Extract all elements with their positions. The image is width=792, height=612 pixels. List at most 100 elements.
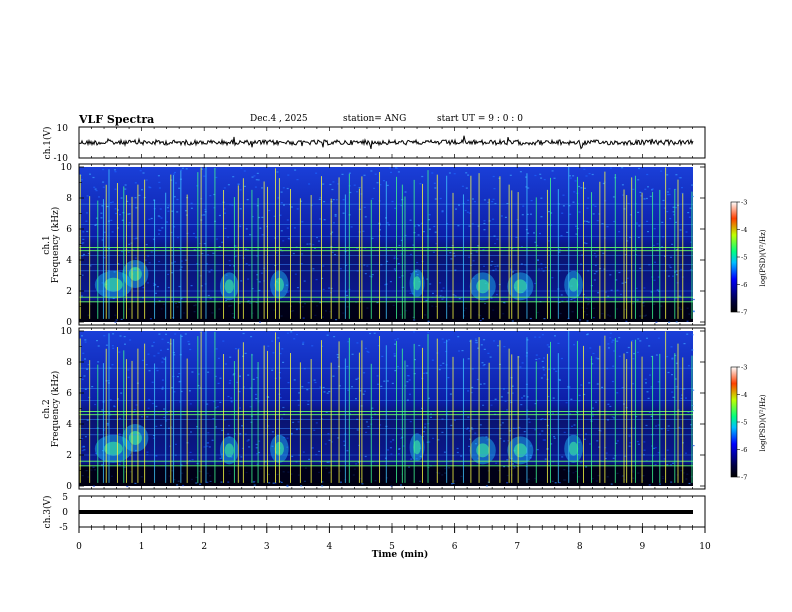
noise-speckle [569, 175, 571, 177]
noise-speckle [585, 297, 588, 299]
noise-speckle [111, 364, 114, 366]
noise-speckle [425, 299, 428, 302]
noise-speckle [176, 237, 179, 239]
noise-speckle [201, 252, 204, 255]
noise-speckle [334, 254, 336, 256]
noise-speckle [662, 199, 665, 202]
noise-speckle [643, 441, 646, 443]
noise-speckle [392, 439, 395, 441]
noise-speckle [632, 188, 635, 190]
noise-speckle [331, 188, 334, 191]
noise-speckle [554, 482, 557, 484]
noise-speckle [635, 287, 638, 289]
noise-speckle [213, 193, 216, 196]
noise-speckle [296, 179, 299, 181]
noise-speckle [376, 182, 379, 184]
noise-speckle [366, 265, 369, 267]
noise-speckle [215, 176, 218, 179]
noise-speckle [647, 397, 650, 399]
noise-speckle [596, 440, 599, 442]
x-tick-label: 10 [699, 542, 711, 552]
noise-speckle [325, 411, 328, 413]
noise-speckle [296, 428, 298, 430]
noise-speckle [322, 386, 325, 389]
noise-speckle [597, 410, 600, 412]
noise-speckle [678, 177, 681, 179]
noise-speckle [584, 187, 586, 189]
noise-speckle [367, 426, 370, 428]
noise-speckle [291, 455, 294, 457]
noise-speckle [482, 404, 485, 406]
noise-speckle [83, 375, 86, 377]
noise-speckle [639, 267, 642, 269]
noise-speckle [396, 366, 399, 368]
noise-speckle [511, 320, 514, 322]
noise-speckle [258, 440, 261, 442]
noise-speckle [91, 386, 94, 388]
noise-speckle [499, 437, 502, 440]
noise-speckle [132, 249, 135, 251]
noise-speckle [166, 207, 169, 209]
noise-speckle [312, 268, 315, 270]
noise-speckle [495, 462, 498, 464]
noise-speckle [201, 168, 203, 170]
noise-speckle [223, 208, 226, 210]
noise-speckle [418, 225, 420, 227]
emission-core [568, 441, 579, 456]
noise-speckle [483, 348, 486, 350]
noise-speckle [494, 268, 497, 270]
noise-speckle [96, 340, 98, 342]
noise-speckle [87, 364, 90, 366]
noise-speckle [652, 244, 655, 246]
noise-speckle [126, 485, 129, 488]
noise-speckle [474, 342, 477, 344]
noise-speckle [575, 233, 578, 235]
noise-speckle [369, 275, 371, 277]
noise-speckle [386, 260, 389, 262]
noise-speckle [315, 279, 318, 281]
noise-speckle [657, 337, 660, 339]
noise-speckle [208, 271, 211, 273]
noise-speckle [331, 231, 334, 233]
noise-speckle [525, 186, 528, 188]
noise-speckle [294, 169, 297, 171]
noise-speckle [319, 302, 322, 304]
noise-speckle [508, 430, 511, 432]
noise-speckle [587, 298, 590, 300]
noise-speckle [114, 169, 116, 171]
noise-speckle [346, 294, 349, 297]
noise-speckle [605, 452, 608, 454]
noise-speckle [494, 398, 497, 400]
noise-speckle [575, 225, 577, 227]
noise-speckle [497, 345, 499, 347]
noise-speckle [448, 339, 451, 341]
noise-speckle [393, 256, 396, 258]
noise-speckle [282, 240, 285, 242]
noise-speckle [88, 396, 91, 399]
noise-speckle [314, 381, 317, 384]
noise-speckle [632, 383, 635, 385]
noise-speckle [421, 175, 424, 178]
noise-speckle [691, 349, 694, 351]
noise-speckle [607, 347, 610, 349]
noise-speckle [161, 357, 164, 359]
noise-speckle [81, 378, 84, 380]
noise-speckle [413, 331, 416, 333]
noise-speckle [165, 333, 167, 335]
noise-speckle [357, 461, 360, 463]
noise-speckle [121, 219, 124, 221]
noise-speckle [655, 354, 658, 356]
noise-speckle [428, 214, 431, 216]
noise-speckle [398, 244, 401, 247]
noise-speckle [469, 340, 472, 342]
noise-speckle [637, 236, 640, 238]
noise-speckle [239, 225, 242, 227]
noise-speckle [101, 409, 104, 411]
noise-speckle [690, 269, 693, 271]
noise-speckle [510, 401, 513, 404]
noise-speckle [654, 261, 656, 263]
noise-speckle [180, 266, 183, 268]
noise-speckle [84, 436, 87, 438]
noise-speckle [650, 386, 653, 388]
noise-speckle [666, 194, 669, 196]
